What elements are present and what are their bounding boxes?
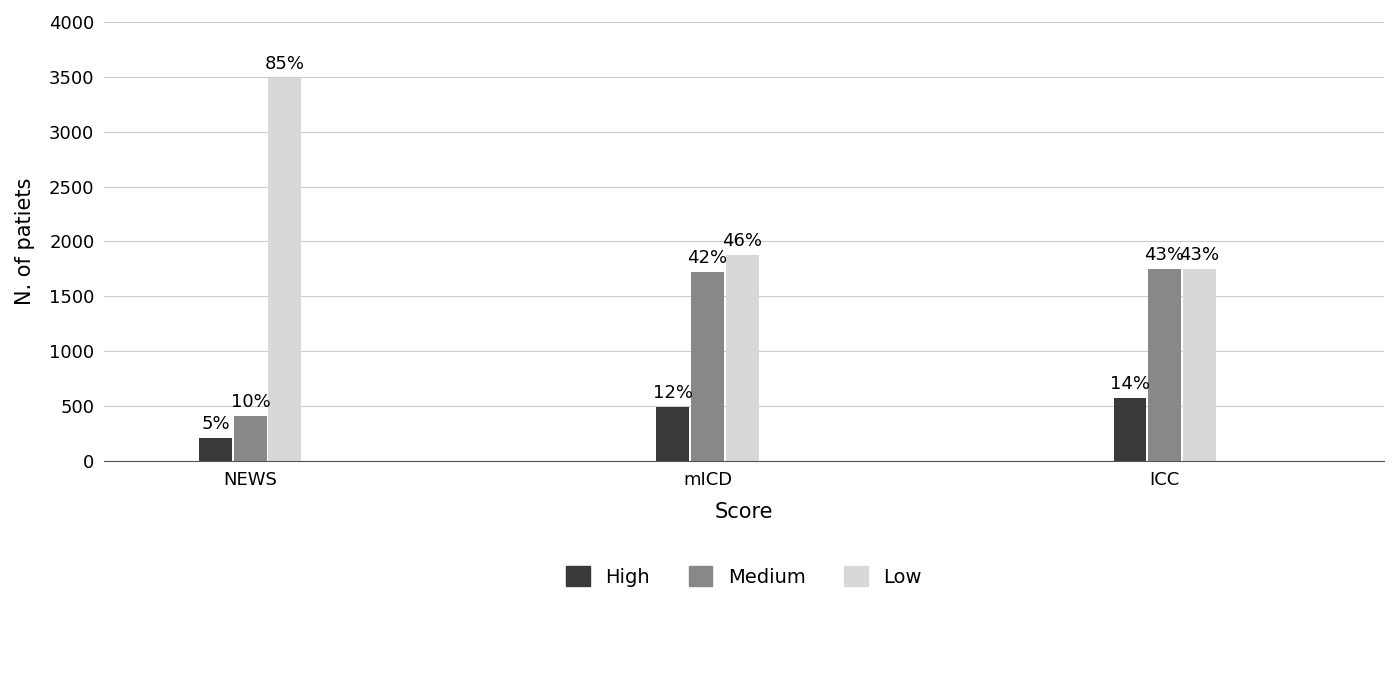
Bar bbox=[1182, 269, 1216, 461]
Bar bbox=[234, 416, 267, 461]
Bar bbox=[656, 407, 690, 461]
X-axis label: Score: Score bbox=[715, 503, 774, 522]
Y-axis label: N. of patiets: N. of patiets bbox=[15, 178, 35, 305]
Bar bbox=[1114, 398, 1147, 461]
Bar bbox=[726, 255, 758, 461]
Legend: High, Medium, Low: High, Medium, Low bbox=[558, 558, 929, 595]
Text: 12%: 12% bbox=[653, 384, 693, 402]
Text: 46%: 46% bbox=[722, 232, 762, 250]
Bar bbox=[269, 78, 301, 461]
Text: 5%: 5% bbox=[201, 415, 231, 433]
Text: 10%: 10% bbox=[231, 393, 270, 411]
Text: 43%: 43% bbox=[1179, 246, 1219, 264]
Text: 42%: 42% bbox=[687, 249, 727, 267]
Text: 14%: 14% bbox=[1109, 375, 1150, 393]
Bar bbox=[200, 439, 232, 461]
Text: 85%: 85% bbox=[264, 55, 305, 73]
Bar bbox=[1149, 269, 1181, 461]
Bar bbox=[691, 272, 723, 461]
Text: 43%: 43% bbox=[1144, 246, 1185, 264]
